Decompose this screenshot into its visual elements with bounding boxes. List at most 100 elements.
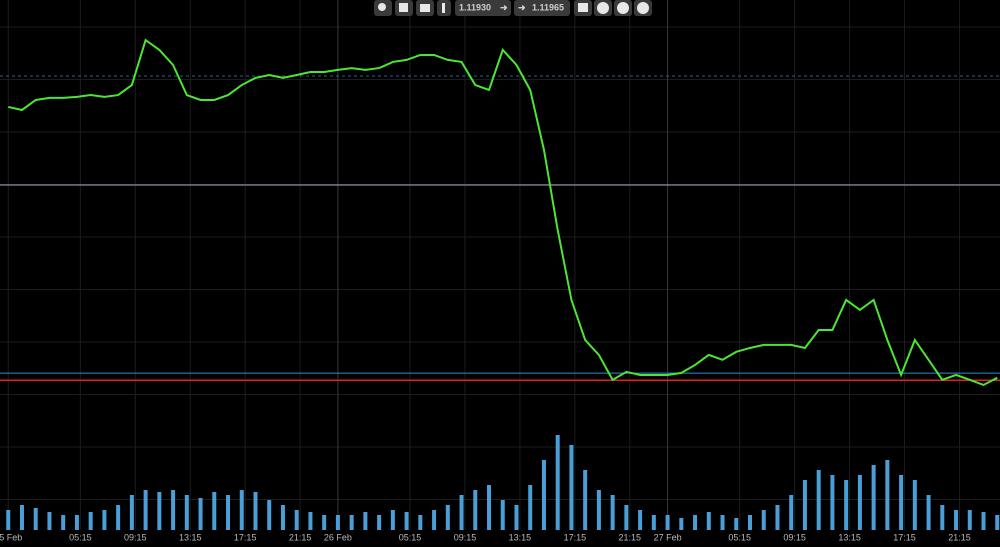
volume-bar bbox=[212, 492, 217, 530]
volume-bar bbox=[514, 505, 519, 530]
theme-icon bbox=[617, 2, 629, 14]
timeframe-icon bbox=[420, 4, 430, 12]
arrow: ➜ bbox=[500, 2, 508, 12]
volume-bar bbox=[748, 515, 752, 530]
volume-bar bbox=[280, 505, 285, 530]
volume-bar bbox=[912, 480, 917, 530]
volume-bar bbox=[47, 512, 52, 530]
volume-bar bbox=[651, 515, 656, 530]
volume-bar bbox=[679, 518, 684, 530]
x-tick-label: 05:15 bbox=[69, 532, 92, 542]
volume-bar bbox=[308, 512, 313, 530]
volume-bar bbox=[198, 498, 203, 530]
volume-bar bbox=[404, 512, 409, 530]
volume-bar bbox=[789, 495, 794, 530]
volume-bar bbox=[830, 475, 835, 530]
calendar-icon bbox=[399, 3, 408, 12]
volume-bar bbox=[899, 475, 904, 530]
volume-bar bbox=[88, 512, 93, 530]
volume-bar bbox=[473, 490, 478, 530]
volume-bar bbox=[253, 492, 258, 530]
volume-bar bbox=[967, 510, 972, 530]
volume-bar bbox=[596, 490, 601, 530]
volume-bar bbox=[239, 490, 244, 530]
volume-bar bbox=[19, 505, 24, 530]
volume-bar bbox=[459, 495, 464, 530]
volume-bar bbox=[775, 505, 780, 530]
volume-bar bbox=[390, 510, 395, 530]
volume-bar bbox=[157, 492, 162, 530]
user-icon bbox=[637, 2, 649, 14]
toolbar: 1.11930 ➜ ➜ 1.11965 bbox=[374, 0, 652, 16]
volume-bar bbox=[6, 510, 11, 530]
volume-bar bbox=[885, 460, 890, 530]
volume-bar bbox=[610, 495, 615, 530]
volume-bar bbox=[143, 490, 148, 530]
volume-bar bbox=[377, 515, 382, 530]
volume-bar bbox=[33, 508, 38, 530]
x-tick-label: 13:15 bbox=[179, 532, 202, 542]
volume-bar bbox=[954, 510, 959, 530]
volume-bar bbox=[665, 515, 670, 530]
volume-bar bbox=[940, 505, 945, 530]
volume-bar bbox=[693, 515, 698, 530]
list-icon bbox=[578, 3, 588, 12]
x-tick-label: 21:15 bbox=[289, 532, 312, 542]
volume-bar bbox=[802, 480, 807, 530]
candle-icon bbox=[442, 3, 445, 13]
volume-bar bbox=[322, 515, 327, 530]
volume-bar bbox=[226, 495, 231, 530]
volume-bar bbox=[349, 515, 354, 530]
x-tick-label: 27 Feb bbox=[654, 532, 682, 542]
x-tick-label: 05:15 bbox=[728, 532, 751, 542]
facebook-icon bbox=[597, 2, 609, 14]
volume-bar bbox=[171, 490, 176, 530]
x-tick-label: 09:15 bbox=[454, 532, 477, 542]
bid-price: 1.11930 bbox=[459, 2, 491, 12]
grid-background bbox=[0, 0, 1000, 530]
x-tick-label: 09:15 bbox=[783, 532, 806, 542]
volume-bar bbox=[816, 470, 821, 530]
volume-bar bbox=[541, 460, 546, 530]
volume-bar bbox=[555, 435, 560, 530]
volume-bar bbox=[102, 510, 107, 530]
volume-bar bbox=[487, 485, 492, 530]
volume-bar bbox=[734, 518, 739, 530]
volume-bar bbox=[445, 505, 450, 530]
ask-price: 1.11965 bbox=[532, 2, 564, 12]
volume-bar bbox=[857, 475, 862, 530]
volume-bar bbox=[981, 512, 986, 530]
x-tick-label: 21:15 bbox=[948, 532, 971, 542]
volume-bar bbox=[74, 515, 79, 530]
volume-bar bbox=[129, 495, 134, 530]
volume-bar bbox=[583, 470, 588, 530]
volume-bar bbox=[184, 495, 189, 530]
arrow: ➜ bbox=[518, 2, 526, 12]
volume-bar bbox=[432, 510, 437, 530]
zoom-icon bbox=[378, 3, 386, 11]
volume-bar bbox=[761, 510, 766, 530]
x-tick-label: 17:15 bbox=[234, 532, 257, 542]
volume-bar bbox=[871, 465, 876, 530]
x-tick-label: 05:15 bbox=[399, 532, 422, 542]
x-tick-label: 09:15 bbox=[124, 532, 147, 542]
volume-bar bbox=[528, 485, 533, 530]
x-tick-label: 17:15 bbox=[564, 532, 587, 542]
volume-bar bbox=[638, 510, 643, 530]
volume-bar bbox=[116, 505, 121, 530]
volume-bar bbox=[418, 515, 423, 530]
ask-box[interactable] bbox=[514, 0, 570, 16]
volume-bar bbox=[926, 495, 931, 530]
x-tick-label: 17:15 bbox=[893, 532, 916, 542]
volume-bar bbox=[61, 515, 66, 530]
volume-bar bbox=[995, 515, 1000, 530]
x-tick-label: 26 Feb bbox=[324, 532, 352, 542]
x-tick-label: 13:15 bbox=[838, 532, 861, 542]
bid-box[interactable] bbox=[455, 0, 511, 16]
volume-bar bbox=[844, 480, 849, 530]
x-tick-label: 13:15 bbox=[509, 532, 532, 542]
volume-bar bbox=[335, 515, 340, 530]
volume-bar bbox=[569, 445, 574, 530]
